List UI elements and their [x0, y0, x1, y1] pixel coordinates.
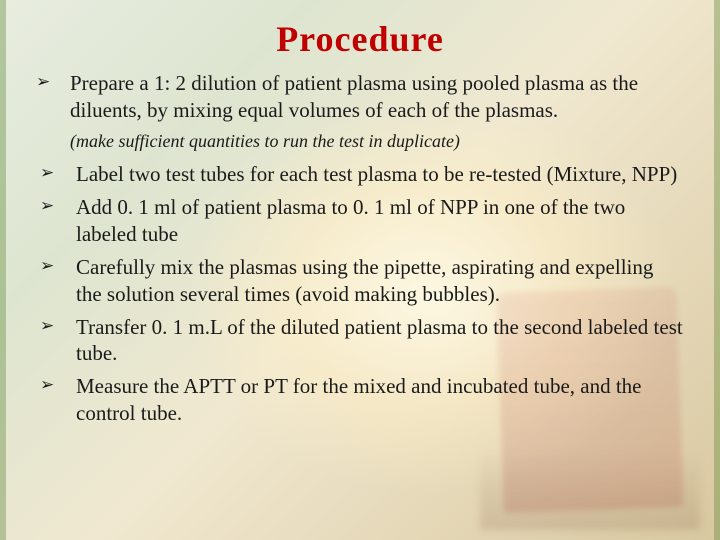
slide-content: Procedure ➢ Prepare a 1: 2 dilution of p… [0, 0, 720, 453]
bullet-arrow-icon: ➢ [36, 314, 76, 336]
bullet-item: ➢ Add 0. 1 ml of patient plasma to 0. 1 … [36, 194, 684, 248]
bullet-item: ➢ Measure the APTT or PT for the mixed a… [36, 373, 684, 427]
bullet-text: Carefully mix the plasmas using the pipe… [76, 254, 684, 308]
note-text: (make sufficient quantities to run the t… [70, 130, 684, 153]
bullet-arrow-icon: ➢ [36, 161, 76, 183]
background-shadow [480, 450, 700, 530]
bullet-text: Transfer 0. 1 m.L of the diluted patient… [76, 314, 684, 368]
bullet-text: Measure the APTT or PT for the mixed and… [76, 373, 684, 427]
bullet-arrow-icon: ➢ [36, 194, 76, 216]
bullet-item: ➢ Prepare a 1: 2 dilution of patient pla… [36, 70, 684, 124]
bullet-text: Prepare a 1: 2 dilution of patient plasm… [70, 70, 684, 124]
bullet-arrow-icon: ➢ [36, 70, 70, 92]
bullet-item: ➢ Transfer 0. 1 m.L of the diluted patie… [36, 314, 684, 368]
bullet-arrow-icon: ➢ [36, 254, 76, 276]
bullet-arrow-icon: ➢ [36, 373, 76, 395]
bullet-item: ➢ Carefully mix the plasmas using the pi… [36, 254, 684, 308]
note-item: (make sufficient quantities to run the t… [36, 130, 684, 153]
bullet-text: Add 0. 1 ml of patient plasma to 0. 1 ml… [76, 194, 684, 248]
bullet-item: ➢ Label two test tubes for each test pla… [36, 161, 684, 188]
bullet-text: Label two test tubes for each test plasm… [76, 161, 684, 188]
slide-title: Procedure [36, 18, 684, 60]
